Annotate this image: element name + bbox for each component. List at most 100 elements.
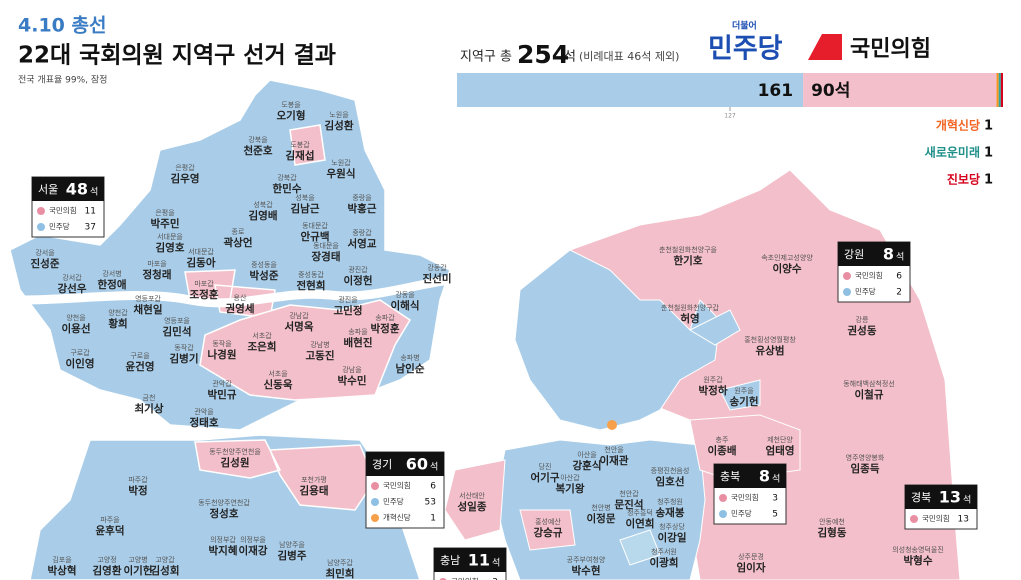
- district-name: 강동을: [395, 290, 415, 299]
- winner-name: 김영호: [156, 241, 185, 254]
- district-name: 고양정: [97, 555, 116, 564]
- party-seats: 5: [772, 510, 778, 520]
- region-unit: 석: [963, 495, 971, 506]
- winner-name: 고동진: [306, 349, 335, 362]
- district-name: 도봉갑: [290, 141, 310, 149]
- box-head: [366, 452, 444, 476]
- party-logo: 새로운미래: [925, 145, 980, 160]
- winner-name: 한정애: [98, 278, 127, 291]
- district-name: 구로갑: [70, 349, 90, 357]
- district-name: 강서병: [102, 269, 121, 278]
- district-name: 청주흥덕: [627, 508, 653, 517]
- district-name: 관악갑: [212, 379, 232, 388]
- party-seats: 3: [492, 578, 498, 580]
- district-name: 원주갑: [703, 375, 723, 384]
- winner-name: 강승규: [534, 526, 563, 539]
- winner-name: 성일종: [458, 500, 487, 513]
- region-unit: 석: [896, 252, 904, 263]
- district-name: 강남병: [310, 340, 329, 349]
- winner-name: 오기형: [277, 109, 306, 122]
- party-seats: 6: [896, 272, 902, 282]
- summary: 지역구 총 254 석 (비례대표 46석 제외) 더불어 민주당 국민의힘: [460, 20, 931, 70]
- winner-name: 김남근: [291, 202, 320, 215]
- bar-segment: [996, 73, 999, 107]
- district-name: 강릉: [856, 315, 869, 324]
- district-name: 영주영양봉화: [846, 453, 885, 462]
- total-unit: 석: [564, 50, 576, 65]
- region-outline: [619, 529, 661, 566]
- party-seats: 37: [85, 223, 96, 233]
- region-name: 서울: [38, 183, 58, 196]
- district-name: 홍성예산: [535, 517, 561, 526]
- party-name: 민주당: [855, 286, 876, 296]
- total-label: 지역구 총: [460, 50, 512, 65]
- winner-name: 우원식: [327, 167, 356, 180]
- region-seats: 13: [939, 488, 961, 507]
- district-name: 파주갑: [128, 475, 148, 484]
- title: 22대 국회의원 지역구 선거 결과: [18, 43, 336, 69]
- district-name: 홍천횡성영월평창: [744, 335, 796, 344]
- winner-name: 박형수: [904, 554, 933, 567]
- party-name: 민주당: [731, 508, 752, 518]
- winner-name: 김성원: [221, 456, 250, 469]
- district-name: 영등포갑: [135, 294, 161, 303]
- region-unit: 석: [772, 474, 780, 485]
- district-name: 강서갑: [62, 273, 82, 282]
- district-name: 동해태백삼척정선: [843, 379, 895, 388]
- winner-name: 이재관: [600, 454, 629, 467]
- winner-name: 박홍근: [348, 202, 377, 215]
- region-blue: [688, 309, 761, 411]
- district-name: 의정부을: [240, 535, 266, 544]
- district-name: 영등포을: [164, 316, 190, 325]
- party-seats: 1: [984, 146, 993, 161]
- winner-name: 배현진: [344, 336, 373, 349]
- winner-name: 조은희: [248, 340, 277, 353]
- party-logo: 진보당: [947, 172, 980, 187]
- winner-name: 한민수: [273, 182, 302, 195]
- district-name: 동대문갑: [302, 222, 328, 230]
- district-name: 광진갑: [348, 265, 368, 274]
- excluded-note: (비례대표 46석 제외): [579, 50, 679, 63]
- region-name: 경기: [372, 458, 392, 471]
- district-name: 천안갑: [619, 489, 639, 498]
- winner-name: 박정훈: [371, 322, 400, 335]
- box-head: [905, 485, 977, 509]
- winner-name: 최기상: [135, 402, 164, 415]
- region-pink: [444, 459, 576, 551]
- party-seats: 11: [85, 207, 96, 217]
- district-name: 제천단양: [767, 435, 793, 444]
- region-orange: [607, 420, 617, 430]
- winner-name: 권성동: [848, 324, 877, 337]
- party-name: 국민의힘: [855, 270, 883, 280]
- winner-name: 송재봉: [656, 506, 685, 519]
- winner-name: 허영: [680, 312, 699, 325]
- tag: 4.10 총선: [18, 15, 106, 37]
- winner-name: 김병주: [278, 549, 307, 562]
- tick-label: 127: [724, 113, 736, 120]
- district-name: 남양주을: [279, 540, 305, 549]
- winner-name: 이용선: [62, 322, 91, 335]
- winner-name: 정청래: [143, 268, 172, 281]
- district-name: 공주부여청양: [567, 555, 606, 564]
- party-swatch: [371, 498, 379, 506]
- winner-name: 최민희: [326, 567, 355, 580]
- winner-name: 엄태영: [766, 444, 795, 457]
- district-name: 종로: [232, 228, 245, 236]
- district-name: 아산을: [577, 450, 597, 459]
- winner-name: 이정문: [587, 512, 616, 525]
- district-name: 동작을: [212, 339, 232, 348]
- district-name: 성북을: [295, 193, 315, 202]
- seat-bar: 161 90석 127: [457, 73, 1003, 120]
- district-name: 송파갑: [375, 313, 395, 322]
- region-blue: [514, 249, 721, 431]
- winner-name: 천준호: [244, 144, 273, 157]
- bar-value: 161: [758, 81, 794, 101]
- district-name: 상주문경: [738, 552, 764, 561]
- winner-name: 김동아: [187, 256, 216, 269]
- region-unit: 석: [492, 558, 500, 569]
- winner-name: 정성호: [210, 507, 239, 520]
- party-swatch: [371, 514, 379, 522]
- winner-name: 임종득: [851, 462, 880, 475]
